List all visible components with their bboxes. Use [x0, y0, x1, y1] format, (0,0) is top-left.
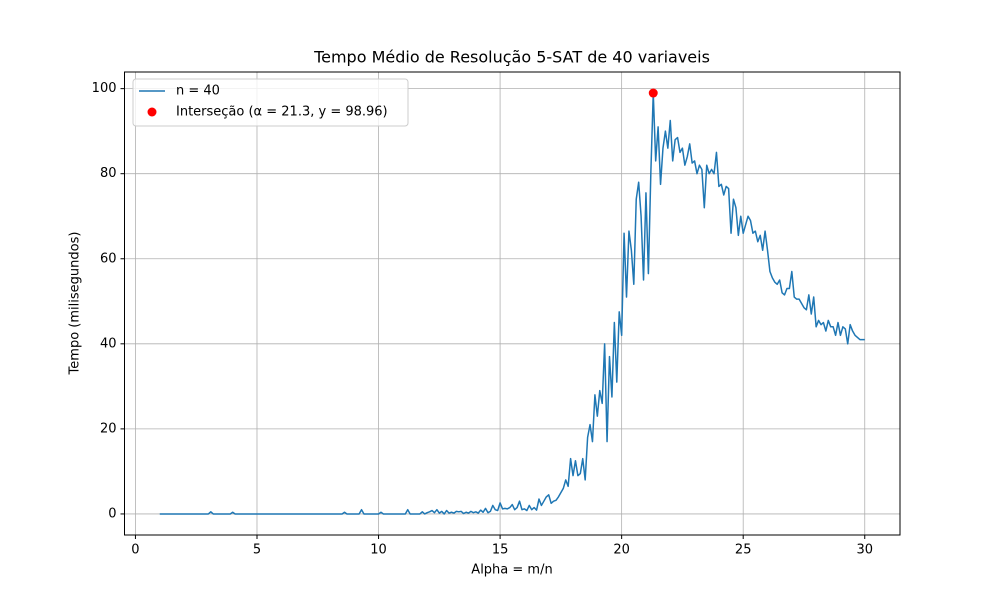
legend-marker: [147, 107, 157, 117]
x-tick-label: 15: [492, 543, 509, 558]
chart-title: Tempo Médio de Resolução 5-SAT de 40 var…: [313, 48, 710, 67]
x-tick-label: 20: [613, 543, 630, 558]
y-tick-label: 0: [108, 506, 116, 521]
x-tick-label: 5: [253, 543, 261, 558]
y-tick-label: 100: [92, 81, 117, 96]
y-tick-label: 20: [100, 421, 117, 436]
y-tick-label: 40: [100, 336, 117, 351]
x-axis-label: Alpha = m/n: [471, 563, 552, 578]
scatter-point: [648, 88, 658, 98]
x-tick-label: 25: [735, 543, 752, 558]
x-tick-label: 0: [131, 543, 139, 558]
data-line: [159, 92, 865, 515]
x-tick-label: 10: [370, 543, 387, 558]
legend-label: Interseção (α = 21.3, y = 98.96): [176, 105, 388, 120]
y-axis-label: Tempo (milisegundos): [68, 232, 83, 376]
legend-label: n = 40: [176, 84, 220, 99]
y-tick-label: 80: [100, 166, 117, 181]
x-tick-label: 30: [856, 543, 873, 558]
legend-box: [132, 78, 409, 127]
legend: n = 40 Interseção (α = 21.3, y = 98.96): [132, 78, 409, 127]
y-tick-label: 60: [100, 251, 117, 266]
plot-area: [159, 88, 865, 515]
axes-frame: [124, 71, 901, 536]
